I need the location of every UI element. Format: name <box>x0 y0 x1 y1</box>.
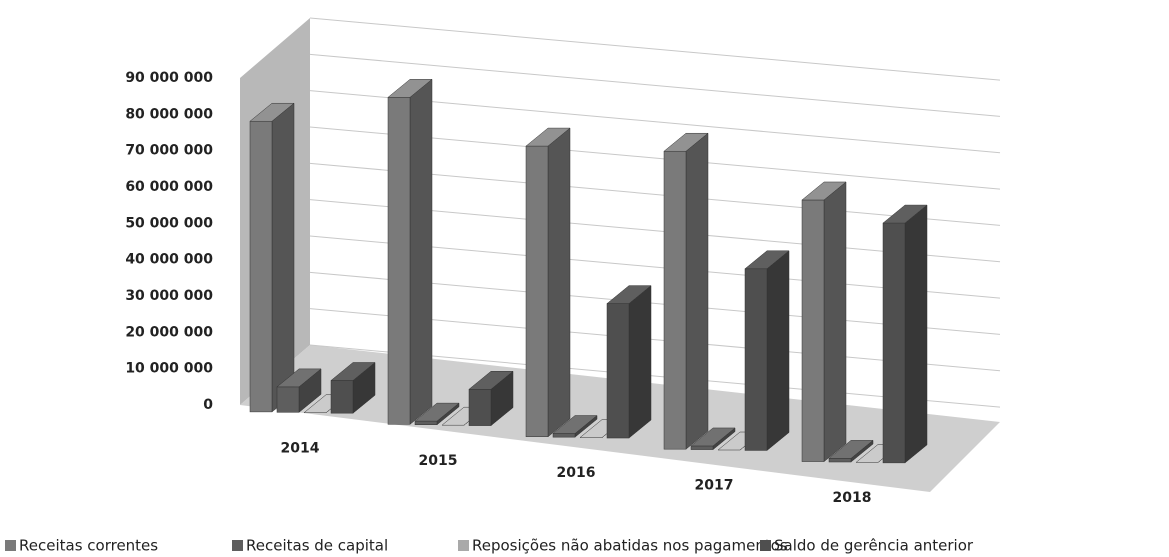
y-tick-label: 20 000 000 <box>125 324 213 340</box>
bar <box>744 250 790 451</box>
bar-side <box>409 78 433 425</box>
bar <box>828 439 874 463</box>
legend-swatch <box>5 540 16 551</box>
y-tick-label: 90 000 000 <box>125 70 213 86</box>
bar-front <box>690 445 714 450</box>
bar-side <box>271 102 295 413</box>
bar-front <box>414 420 438 426</box>
x-tick-label: 2016 <box>557 465 596 481</box>
y-tick-label: 40 000 000 <box>125 252 213 268</box>
bar <box>882 204 928 464</box>
legend-label: Saldo de gerência anterior <box>774 537 974 555</box>
bar-side <box>904 204 928 464</box>
bar <box>387 78 433 425</box>
y-tick-label: 10 000 000 <box>125 361 213 377</box>
bar-front <box>468 389 492 426</box>
grid-line <box>309 17 1001 81</box>
bar <box>249 102 295 413</box>
bar-top <box>249 102 295 122</box>
bar <box>330 361 376 414</box>
bar-front <box>387 97 411 425</box>
bar-front <box>606 303 630 439</box>
legend-swatch <box>760 540 771 551</box>
bar-top <box>663 132 709 152</box>
bar <box>801 181 847 463</box>
bar <box>525 127 571 438</box>
bar-front <box>801 199 825 462</box>
bar-top <box>606 285 652 304</box>
bar-top <box>552 415 598 434</box>
legend-swatch <box>232 540 243 551</box>
bar-top <box>387 79 433 98</box>
y-tick-label: 30 000 000 <box>125 288 213 304</box>
bar-top <box>690 427 736 447</box>
bar-top <box>744 250 790 270</box>
x-tick-label: 2015 <box>419 453 458 469</box>
bar-front <box>249 120 273 413</box>
y-tick-label: 0 <box>203 397 213 413</box>
bar-front <box>744 268 768 451</box>
bar-top <box>882 204 928 224</box>
bar-side <box>547 127 571 438</box>
x-tick-label: 2018 <box>833 490 872 506</box>
bar-top <box>801 181 847 201</box>
bar-front <box>276 386 300 413</box>
y-tick-label: 80 000 000 <box>125 106 213 122</box>
bar-front <box>552 433 576 438</box>
bar-top <box>828 440 874 459</box>
bar-top <box>525 127 571 147</box>
bar-side <box>823 181 847 463</box>
bar-side <box>766 250 790 451</box>
bar <box>552 415 598 438</box>
bar <box>276 368 322 413</box>
y-tick-label: 70 000 000 <box>125 143 213 159</box>
y-tick-label: 50 000 000 <box>125 215 213 231</box>
bar-front <box>882 222 906 464</box>
legend-label: Receitas correntes <box>19 537 158 555</box>
bar-front <box>525 145 549 437</box>
legend-swatch <box>458 540 469 551</box>
x-tick-label: 2014 <box>281 440 320 456</box>
bar-front <box>828 458 852 463</box>
y-tick-label: 60 000 000 <box>125 179 213 195</box>
grid-line <box>309 53 1001 117</box>
bar <box>663 132 709 450</box>
bar-side <box>685 132 709 450</box>
legend-label: Receitas de capital <box>246 537 388 555</box>
bar <box>468 370 514 427</box>
legend: Receitas correntes Receitas de capital Rep… <box>5 537 974 555</box>
bar-front <box>330 380 354 414</box>
bar-top <box>276 368 322 388</box>
bar <box>690 427 736 451</box>
legend-label: Reposições não abatidas nos pagamentos <box>472 537 788 555</box>
bar <box>606 285 652 439</box>
bar <box>414 402 460 426</box>
bar-front <box>663 150 687 450</box>
bar-top <box>414 402 460 422</box>
bar-top <box>330 362 376 381</box>
bar-top <box>468 371 514 390</box>
x-tick-label: 2017 <box>695 478 734 494</box>
bar-side <box>628 285 652 439</box>
